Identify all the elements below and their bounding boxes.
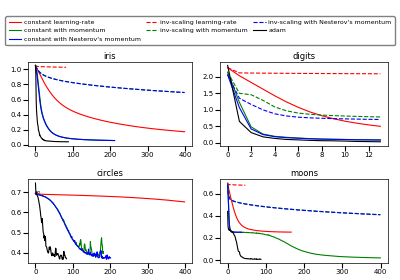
Title: moons: moons — [290, 169, 318, 178]
Legend: constant learning-rate, constant with momentum, constant with Nesterov's momentu: constant learning-rate, constant with mo… — [5, 17, 395, 45]
Title: iris: iris — [104, 52, 116, 61]
Title: digits: digits — [292, 52, 316, 61]
Title: circles: circles — [96, 169, 124, 178]
